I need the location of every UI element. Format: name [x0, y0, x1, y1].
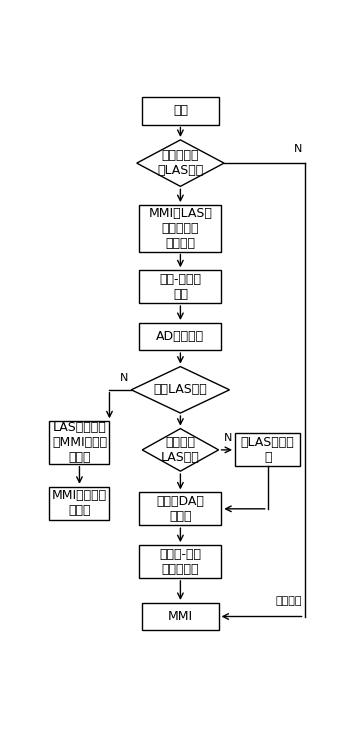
- Text: N: N: [224, 433, 232, 443]
- Bar: [139, 545, 221, 578]
- Text: 非平衡-平衡
转换，滤波: 非平衡-平衡 转换，滤波: [159, 548, 201, 576]
- Text: MMI向LAS控
制单元发送
检测报文: MMI向LAS控 制单元发送 检测报文: [149, 207, 212, 250]
- Polygon shape: [142, 428, 219, 471]
- Polygon shape: [137, 140, 224, 186]
- Text: 是否需要检
测LAS信号: 是否需要检 测LAS信号: [157, 149, 203, 177]
- Text: N: N: [120, 373, 129, 383]
- Bar: [142, 97, 219, 124]
- Text: N: N: [294, 144, 302, 154]
- Text: 开始: 开始: [173, 105, 188, 118]
- Polygon shape: [131, 367, 230, 413]
- Text: 平衡信号: 平衡信号: [275, 596, 302, 606]
- Text: LAS控制单元
向MMI发送警
报报文: LAS控制单元 向MMI发送警 报报文: [52, 421, 107, 464]
- Bar: [139, 270, 221, 303]
- Bar: [49, 421, 109, 464]
- Text: MMI向司机发
出提示: MMI向司机发 出提示: [52, 489, 107, 517]
- Text: 单片机DA还
原信号: 单片机DA还 原信号: [156, 495, 205, 523]
- Bar: [142, 603, 219, 630]
- Text: 司机收听
LAS信号: 司机收听 LAS信号: [161, 436, 200, 464]
- Text: AD采集信号: AD采集信号: [156, 330, 205, 343]
- Text: 将LAS信号滤
除: 将LAS信号滤 除: [241, 436, 295, 464]
- Text: MMI: MMI: [168, 610, 193, 623]
- Text: 检测LAS信号: 检测LAS信号: [153, 383, 207, 396]
- Text: 平衡-非平衡
转换: 平衡-非平衡 转换: [159, 272, 201, 301]
- Bar: [139, 205, 221, 252]
- Bar: [49, 486, 109, 520]
- Bar: [139, 323, 221, 350]
- Bar: [139, 492, 221, 526]
- Bar: [235, 434, 301, 467]
